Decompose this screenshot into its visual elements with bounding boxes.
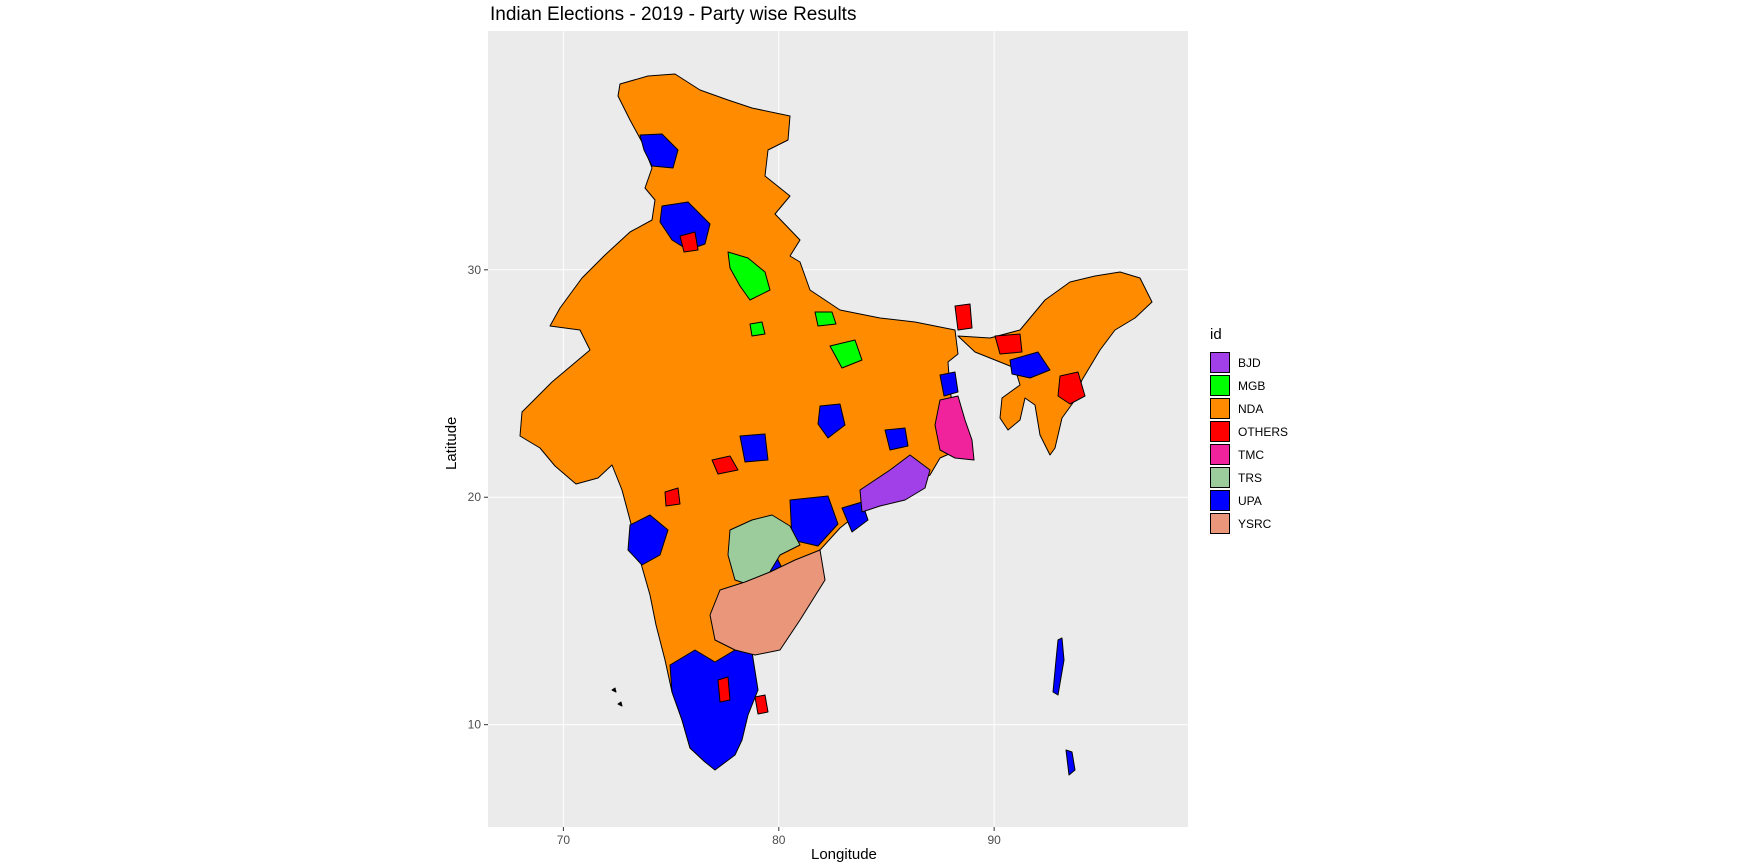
x-tick-label: 70 [557,833,571,847]
legend-item: BJD [1210,351,1288,374]
legend-label: TMC [1238,447,1264,462]
legend-swatch [1210,467,1230,488]
legend-label: TRS [1238,470,1262,485]
region-trs-telangana [727,514,801,586]
y-tick-label: 20 [468,490,482,504]
chart-title: Indian Elections - 2019 - Party wise Res… [490,4,857,25]
region-others-mp [711,455,739,475]
region-upa-bengal [939,371,959,397]
legend: id BJD MGB NDA OTHERS TMC TRS UPA YSRC [1210,326,1288,535]
region-upa-central-1 [817,403,846,439]
legend-item: TMC [1210,443,1288,466]
region-mgb-central-up [749,321,766,337]
region-mgb-west-up [727,251,771,301]
legend-swatch [1210,352,1230,373]
legend-item: MGB [1210,374,1288,397]
region-others-northeast-1 [994,333,1023,355]
region-others-northeast-2 [1057,371,1086,405]
legend-label: OTHERS [1238,424,1289,439]
y-axis-label: Latitude [443,416,460,470]
legend-swatch [1210,398,1230,419]
legend-item: NDA [1210,397,1288,420]
legend-swatch [1210,444,1230,465]
region-others-punjab [679,231,699,253]
region-others-sikkim [954,303,973,331]
map-regions [519,73,1153,776]
region-upa-maharashtra [627,514,669,566]
region-bjd-odisha [859,454,931,513]
region-tmc-west-bengal [934,395,975,461]
legend-swatch [1210,513,1230,534]
region-andaman-islands [1052,637,1065,696]
legend-items: BJD MGB NDA OTHERS TMC TRS UPA YSRC [1210,351,1288,535]
region-upa-south [669,649,759,771]
region-mgb-east-up-2 [829,339,863,369]
legend-label: YSRC [1238,516,1272,531]
legend-item: YSRC [1210,512,1288,535]
region-others-tamilnadu [754,694,769,715]
legend-item: OTHERS [1210,420,1288,443]
legend-label: UPA [1238,493,1262,508]
y-tick-label: 10 [468,718,482,732]
region-upa-odisha-2 [884,427,909,451]
legend-label: NDA [1238,401,1264,416]
region-upa-assam [1009,351,1051,379]
legend-swatch [1210,490,1230,511]
region-nicobar-islands [1065,749,1076,776]
legend-item: UPA [1210,489,1288,512]
axes: 70 80 90 10 20 30 [468,263,1002,847]
region-others-kerala [717,676,731,703]
x-tick-label: 90 [987,833,1001,847]
region-northeast-india [957,271,1153,456]
region-upa-central-2 [739,433,769,463]
legend-swatch [1210,421,1230,442]
legend-label: MGB [1238,378,1266,393]
legend-swatch [1210,375,1230,396]
y-tick-label: 30 [468,263,482,277]
x-tick-label: 80 [772,833,786,847]
region-upa-kashmir [639,133,679,169]
region-others-gujarat [664,487,681,507]
region-mgb-east-up-1 [814,311,837,327]
region-lakshadweep [611,687,623,707]
region-ysrc-andhra [709,549,826,656]
legend-title: id [1210,326,1222,343]
legend-label: BJD [1238,355,1261,370]
x-axis-label: Longitude [811,846,877,863]
legend-item: TRS [1210,466,1288,489]
